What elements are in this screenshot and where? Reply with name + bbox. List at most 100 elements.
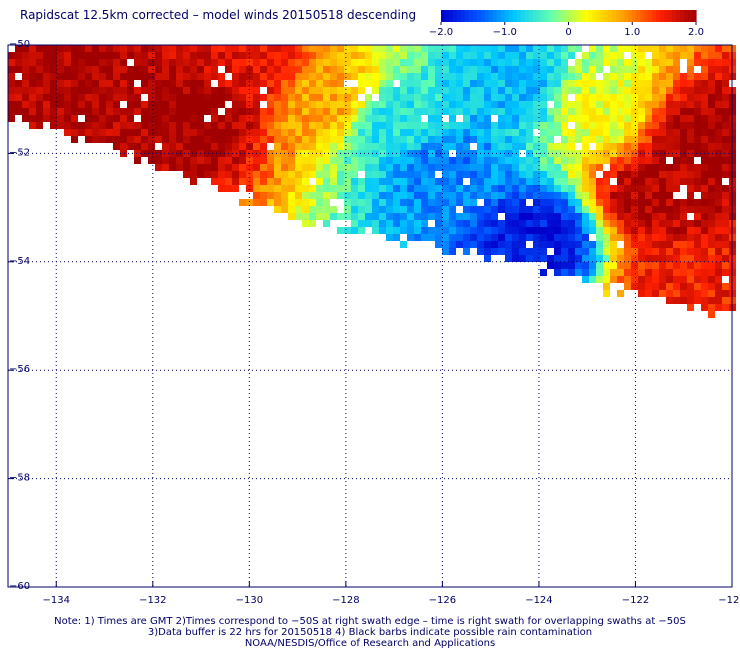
swath-cell [484,227,491,234]
swath-cell [519,45,526,52]
swath-cell [302,101,309,108]
swath-cell [407,73,414,80]
swath-cell [449,199,456,206]
swath-cell [442,87,449,94]
swath-cell [540,94,547,101]
swath-cell [463,115,470,122]
swath-cell [274,143,281,150]
colorbar-segment [468,10,474,22]
swath-cell [106,122,113,129]
swath-cell [659,192,666,199]
swath-cell [148,45,155,52]
swath-cell [708,241,715,248]
swath-cell [197,94,204,101]
swath-cell [330,185,337,192]
swath-cell [414,185,421,192]
swath-cell [295,94,302,101]
swath-cell [624,199,631,206]
swath-cell [232,45,239,52]
swath-cell [673,136,680,143]
swath-cell [484,115,491,122]
swath-cell [134,101,141,108]
swath-cell [701,73,708,80]
swath-cell [449,143,456,150]
swath-cell [407,213,414,220]
swath-cell [120,129,127,136]
swath-cell [302,178,309,185]
swath-cell [99,45,106,52]
swath-cell [470,129,477,136]
swath-cell [141,73,148,80]
swath-cell [512,255,519,262]
swath-cell [393,136,400,143]
swath-cell [582,164,589,171]
swath-cell [463,94,470,101]
swath-cell [561,255,568,262]
swath-cell [260,101,267,108]
swath-cell [337,45,344,52]
swath-cell [666,262,673,269]
swath-cell [407,59,414,66]
swath-cell [204,171,211,178]
swath-cell [421,234,428,241]
swath-cell [78,101,85,108]
swath-cell [302,213,309,220]
swath-cell [470,199,477,206]
swath-cell [379,59,386,66]
swath-cell [162,66,169,73]
swath-cell [302,129,309,136]
swath-cell [680,262,687,269]
swath-cell [722,73,729,80]
swath-cell [708,129,715,136]
swath-cell [624,115,631,122]
swath-cell [708,234,715,241]
swath-cell [393,206,400,213]
swath-cell [288,206,295,213]
swath-cell [610,220,617,227]
swath-cell [176,59,183,66]
swath-cell [197,122,204,129]
swath-cell [134,122,141,129]
swath-cell [701,52,708,59]
swath-cell [316,213,323,220]
swath-cell [92,108,99,115]
swath-cell [512,220,519,227]
colorbar-segment [480,10,486,22]
swath-cell [456,80,463,87]
swath-cell [204,122,211,129]
swath-cell [99,66,106,73]
swath-cell [666,227,673,234]
swath-cell [85,94,92,101]
swath-cell [218,178,225,185]
swath-cell [547,192,554,199]
swath-cell [22,108,29,115]
swath-cell [120,87,127,94]
swath-cell [225,136,232,143]
swath-cell [666,185,673,192]
swath-cell [491,185,498,192]
swath-cell [701,269,708,276]
swath-cell [29,87,36,94]
colorbar-segment [504,10,510,22]
swath-cell [512,185,519,192]
swath-cell [715,255,722,262]
swath-cell [491,164,498,171]
swath-cell [344,108,351,115]
swath-cell [673,178,680,185]
swath-cell [722,59,729,66]
swath-cell [456,199,463,206]
swath-cell [232,66,239,73]
swath-cell [22,94,29,101]
swath-cell [477,66,484,73]
swath-cell [491,101,498,108]
swath-cell [253,115,260,122]
swath-cell [407,45,414,52]
swath-cell [568,122,575,129]
swath-cell [533,171,540,178]
swath-cell [722,136,729,143]
swath-cell [379,227,386,234]
swath-cell [680,80,687,87]
swath-cell [183,171,190,178]
swath-cell [400,227,407,234]
swath-cell [421,80,428,87]
